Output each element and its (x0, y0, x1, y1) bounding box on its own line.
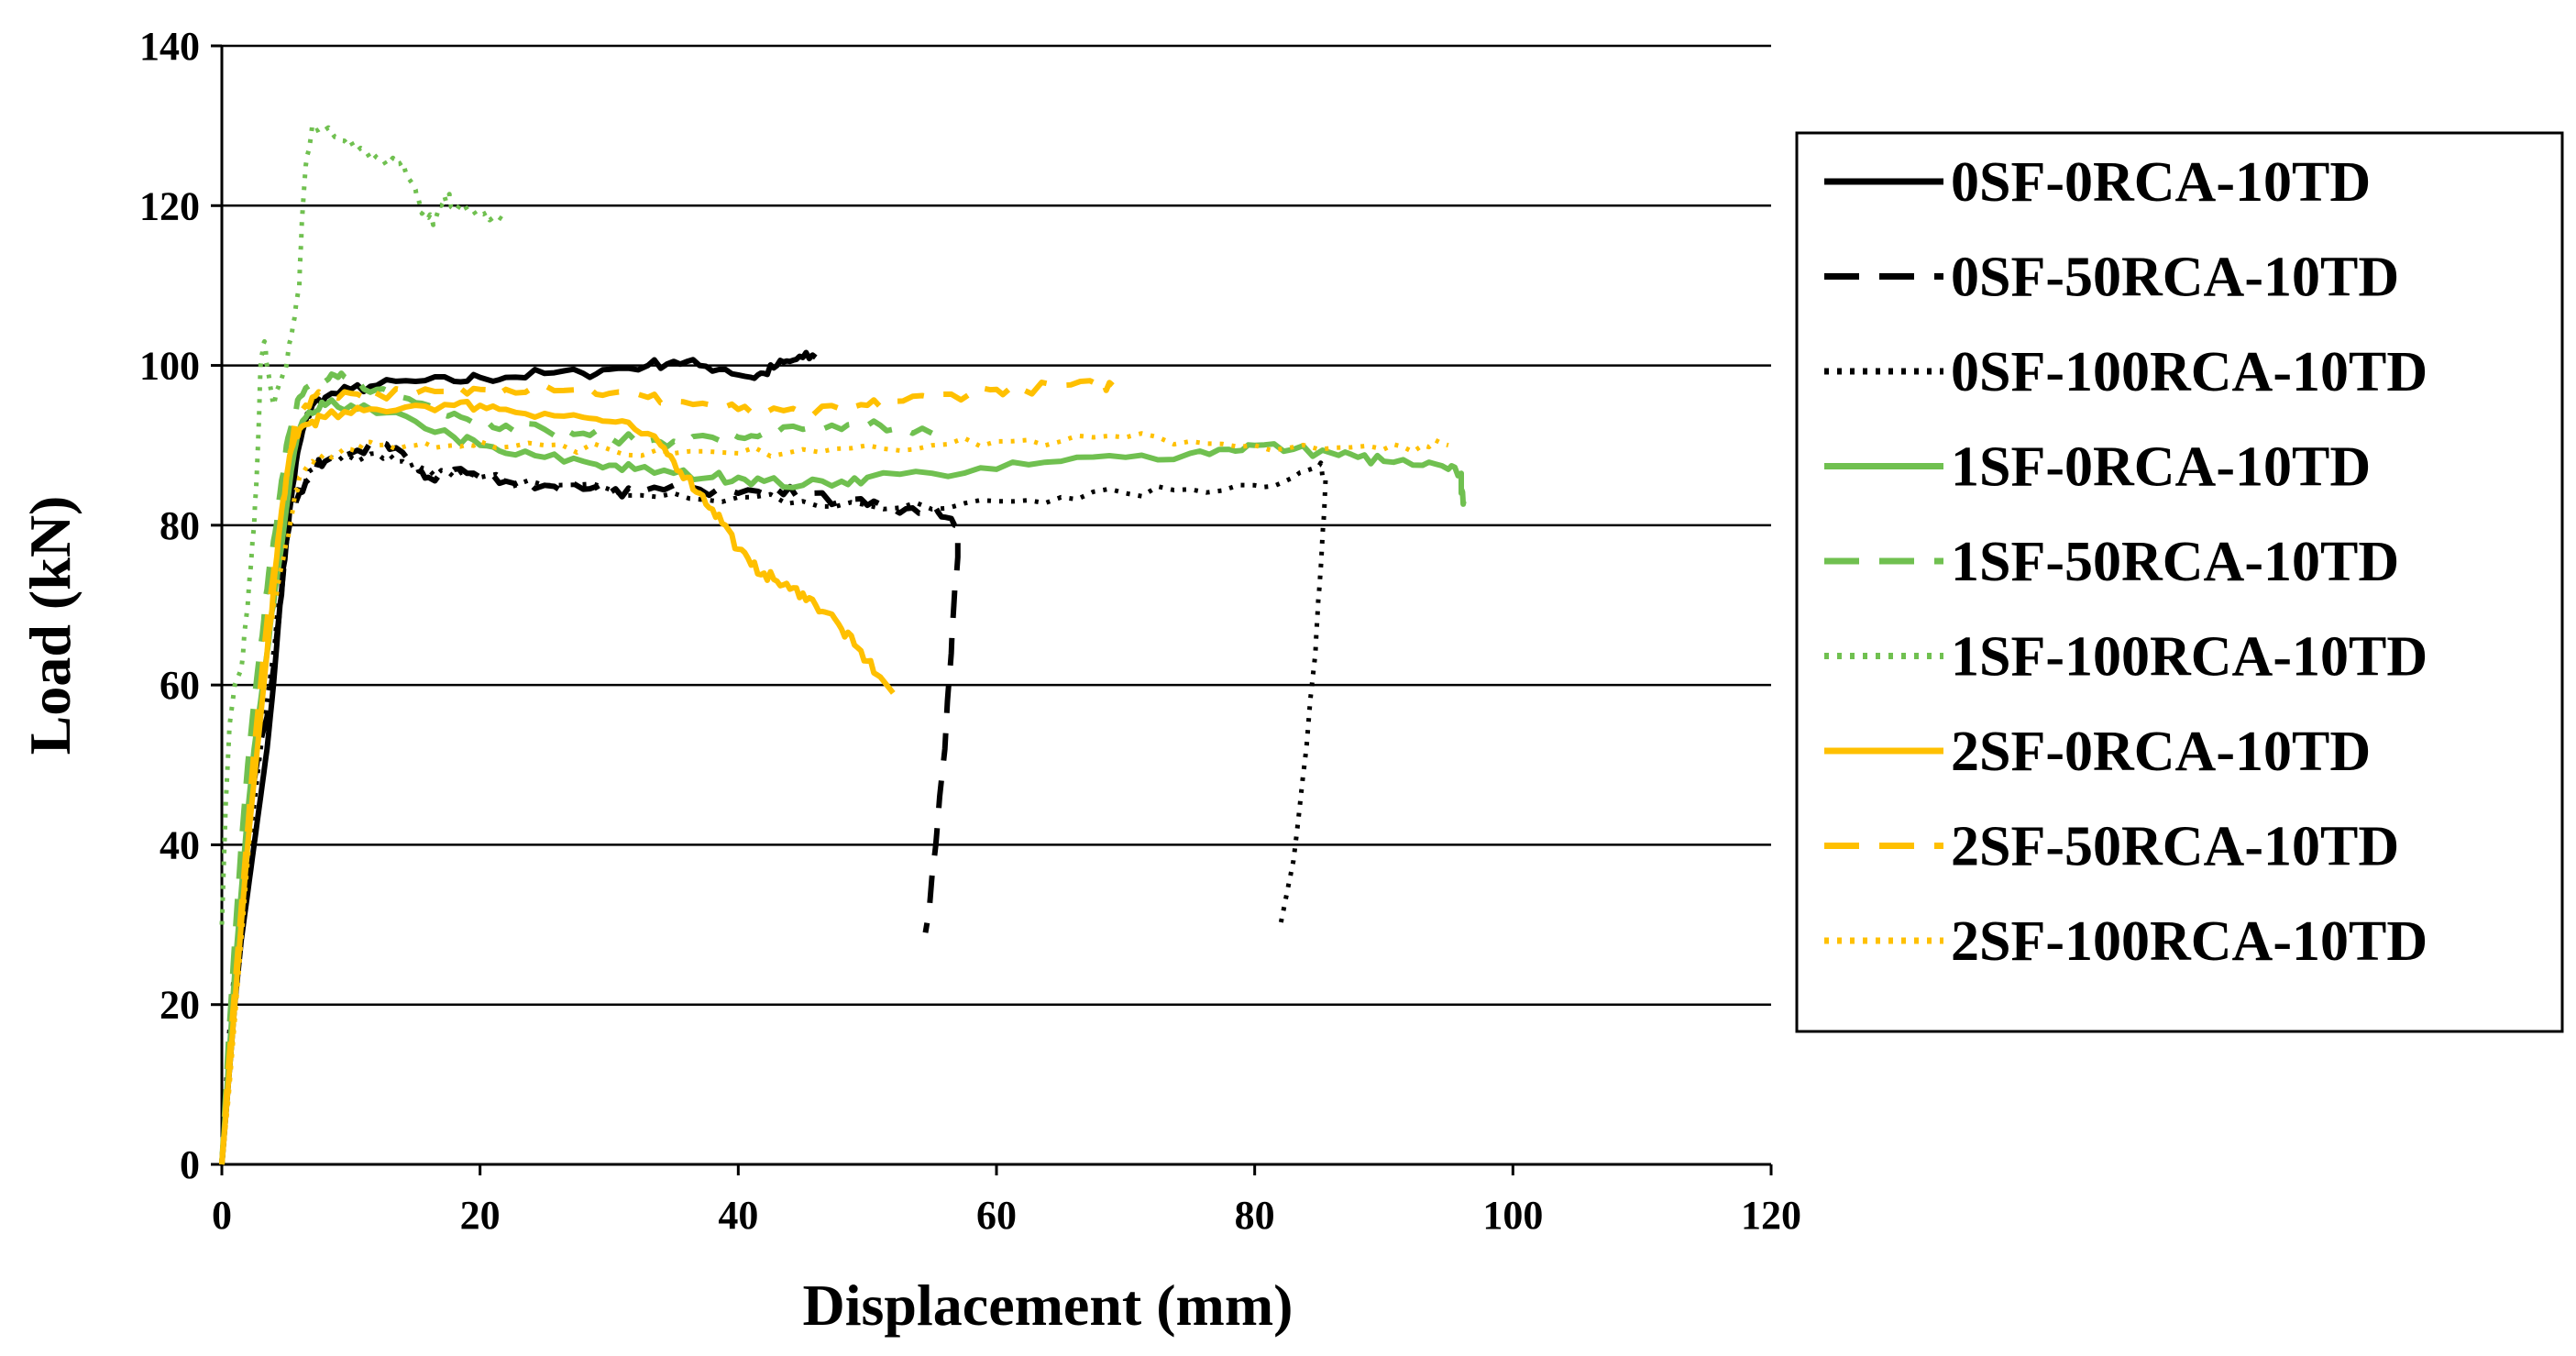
legend-label: 2SF-100RCA-10TD (1951, 910, 2427, 973)
series-line-2SF-0RCA-10TD (219, 399, 896, 1165)
legend-label: 1SF-100RCA-10TD (1951, 626, 2427, 689)
y-tick-label: 0 (180, 1142, 200, 1187)
series-line-1SF-50RCA-10TD (219, 370, 933, 1165)
legend-label: 2SF-0RCA-10TD (1951, 721, 2371, 783)
y-tick-label: 40 (160, 822, 200, 867)
y-tick-label: 20 (160, 983, 200, 1028)
y-tick-label: 100 (139, 344, 200, 389)
legend-label: 1SF-50RCA-10TD (1951, 531, 2399, 593)
legend-label: 0SF-50RCA-10TD (1951, 247, 2399, 309)
x-tick-label: 100 (1482, 1193, 1543, 1238)
x-tick-label: 40 (718, 1193, 758, 1238)
x-tick-label: 20 (460, 1193, 501, 1238)
x-tick-label: 0 (212, 1193, 232, 1238)
legend: 0SF-0RCA-10TD 0SF-50RCA-10TD 0SF-100RCA-10… (1795, 131, 2564, 1033)
legend-label: 0SF-100RCA-10TD (1951, 341, 2427, 403)
series-line-0SF-0RCA-10TD (219, 349, 818, 1165)
series-line-2SF-50RCA-10TD (219, 378, 1115, 1165)
series-line-2SF-100RCA-10TD (219, 431, 1449, 1165)
x-tick-label: 60 (976, 1193, 1017, 1238)
series-line-0SF-50RCA-10TD (219, 439, 961, 1165)
gridlines (222, 44, 1771, 1006)
y-axis-title: Load (kN) (17, 496, 83, 755)
tick-labels: 0 20 40 60 80 100 120 140 0 20 40 60 80 100 120 (139, 24, 1801, 1238)
series-lines (219, 123, 1467, 1165)
legend-label: 1SF-0RCA-10TD (1951, 436, 2371, 499)
axes (211, 44, 1773, 1175)
legend-label: 2SF-50RCA-10TD (1951, 816, 2399, 878)
series-line-1SF-0RCA-10TD (219, 397, 1467, 1165)
x-axis-title: Displacement (mm) (803, 1273, 1294, 1338)
x-tick-label: 80 (1235, 1193, 1275, 1238)
legend-box (1795, 131, 2564, 1033)
y-tick-label: 60 (160, 663, 200, 708)
series-line-1SF-100RCA-10TD (219, 123, 508, 925)
series-line-0SF-100RCA-10TD (219, 450, 1328, 1165)
x-tick-label: 120 (1741, 1193, 1801, 1238)
y-tick-label: 120 (139, 183, 200, 228)
legend-label: 0SF-0RCA-10TD (1951, 151, 2371, 214)
y-tick-label: 80 (160, 503, 200, 548)
y-tick-label: 140 (139, 24, 200, 69)
